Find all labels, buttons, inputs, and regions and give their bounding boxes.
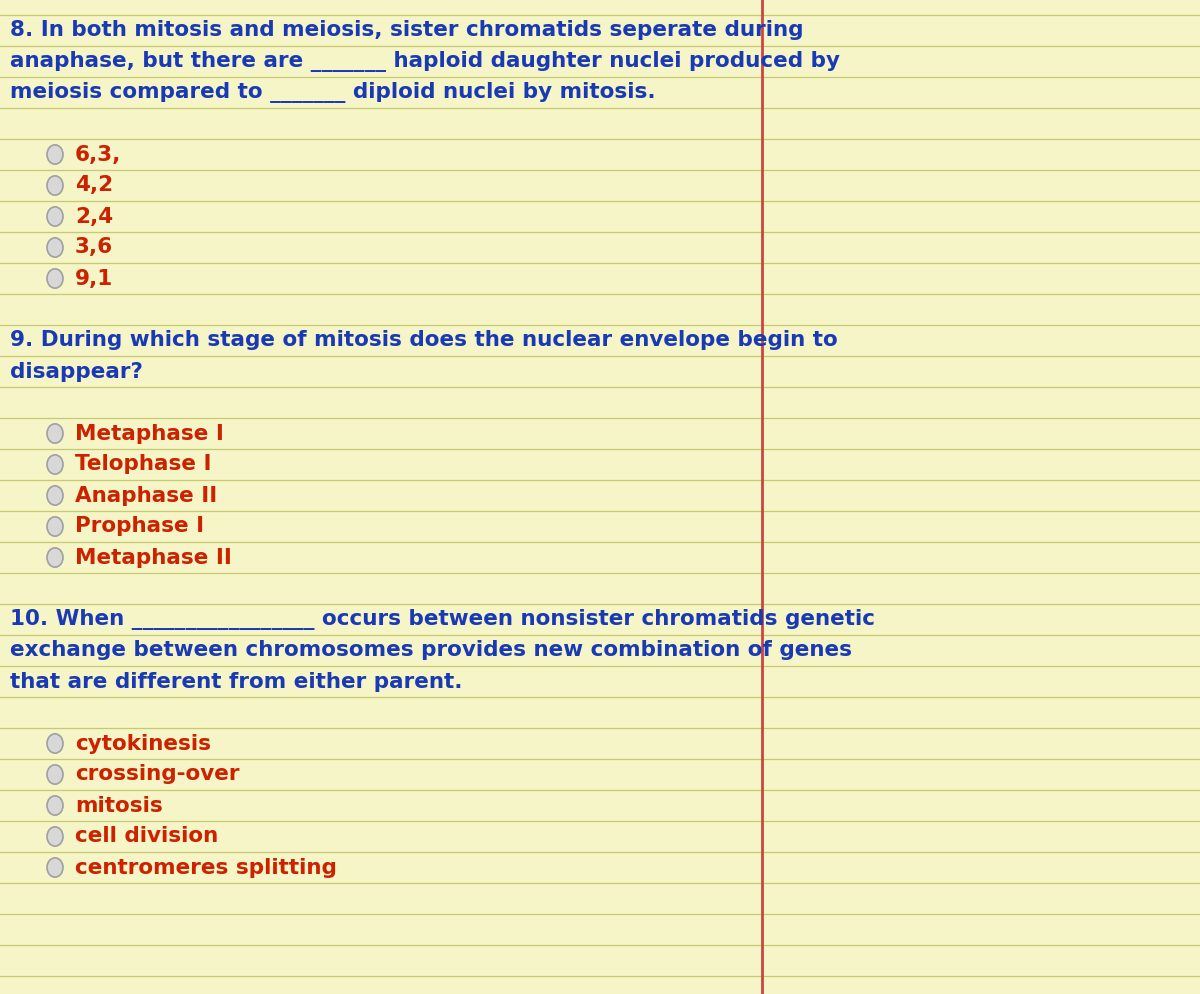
Text: 6,3,: 6,3,: [74, 144, 121, 164]
Text: cell division: cell division: [74, 826, 218, 847]
Text: Metaphase II: Metaphase II: [74, 548, 232, 568]
Ellipse shape: [47, 207, 64, 227]
Text: 3,6: 3,6: [74, 238, 113, 257]
Text: Prophase I: Prophase I: [74, 517, 204, 537]
Ellipse shape: [47, 548, 64, 568]
Ellipse shape: [47, 796, 64, 815]
Text: disappear?: disappear?: [10, 362, 143, 382]
Ellipse shape: [47, 858, 64, 877]
Text: exchange between chromosomes provides new combination of genes: exchange between chromosomes provides ne…: [10, 640, 852, 660]
Text: 4,2: 4,2: [74, 176, 113, 196]
Text: 2,4: 2,4: [74, 207, 113, 227]
Text: Metaphase I: Metaphase I: [74, 423, 224, 443]
Text: crossing-over: crossing-over: [74, 764, 240, 784]
Ellipse shape: [47, 764, 64, 784]
Ellipse shape: [47, 268, 64, 288]
Ellipse shape: [47, 827, 64, 846]
Text: Anaphase II: Anaphase II: [74, 485, 217, 506]
Ellipse shape: [47, 455, 64, 474]
Ellipse shape: [47, 423, 64, 443]
Text: 8. In both mitosis and meiosis, sister chromatids seperate during: 8. In both mitosis and meiosis, sister c…: [10, 21, 804, 41]
Ellipse shape: [47, 517, 64, 536]
Ellipse shape: [47, 145, 64, 164]
Text: cytokinesis: cytokinesis: [74, 734, 211, 753]
Text: anaphase, but there are _______ haploid daughter nuclei produced by: anaphase, but there are _______ haploid …: [10, 51, 840, 72]
Text: centromeres splitting: centromeres splitting: [74, 858, 337, 878]
Ellipse shape: [47, 734, 64, 753]
Text: mitosis: mitosis: [74, 795, 163, 815]
Ellipse shape: [47, 238, 64, 257]
Text: 9,1: 9,1: [74, 268, 113, 288]
Text: meiosis compared to _______ diploid nuclei by mitosis.: meiosis compared to _______ diploid nucl…: [10, 82, 655, 103]
Text: that are different from either parent.: that are different from either parent.: [10, 672, 462, 692]
Text: 10. When _________________ occurs between nonsister chromatids genetic: 10. When _________________ occurs betwee…: [10, 609, 875, 630]
Text: Telophase I: Telophase I: [74, 454, 211, 474]
Ellipse shape: [47, 486, 64, 505]
Text: 9. During which stage of mitosis does the nuclear envelope begin to: 9. During which stage of mitosis does th…: [10, 330, 838, 351]
Ellipse shape: [47, 176, 64, 195]
